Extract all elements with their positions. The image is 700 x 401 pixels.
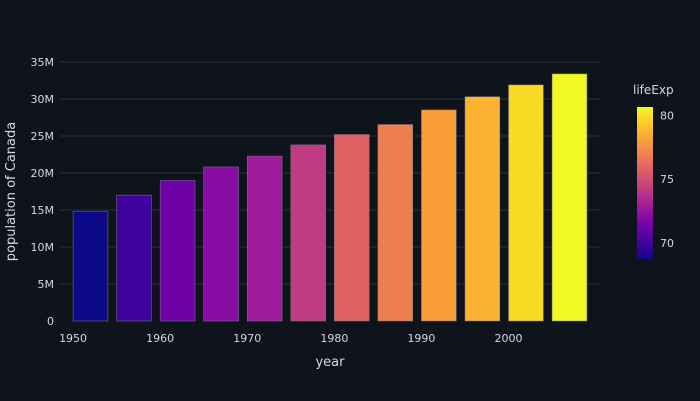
bar[interactable] bbox=[72, 211, 109, 322]
bar[interactable] bbox=[334, 134, 370, 322]
x-tick-label: 1980 bbox=[320, 332, 348, 345]
bar[interactable] bbox=[421, 109, 457, 322]
y-tick-label: 0 bbox=[47, 315, 54, 328]
x-tick-label: 1950 bbox=[59, 332, 87, 345]
colorbar-tick-label: 80 bbox=[660, 109, 674, 122]
y-tick-label: 30M bbox=[31, 93, 55, 106]
x-tick-label: 1960 bbox=[146, 332, 174, 345]
bar[interactable] bbox=[247, 155, 283, 322]
x-axis-ticks: 1950 1960 1970 1980 1990 2000 bbox=[59, 332, 522, 345]
y-tick-label: 10M bbox=[31, 241, 55, 254]
y-tick-label: 15M bbox=[31, 204, 55, 217]
bars bbox=[72, 73, 588, 322]
bar[interactable] bbox=[464, 96, 501, 322]
colorbar bbox=[637, 107, 653, 259]
colorbar-tick-label: 70 bbox=[660, 237, 674, 250]
bar[interactable] bbox=[116, 194, 152, 322]
bar[interactable] bbox=[159, 180, 196, 322]
y-tick-label: 35M bbox=[31, 56, 55, 69]
y-tick-label: 20M bbox=[31, 167, 55, 180]
x-axis-title: year bbox=[315, 355, 345, 370]
bar[interactable] bbox=[377, 124, 413, 322]
x-tick-label: 1990 bbox=[407, 332, 435, 345]
y-tick-label: 5M bbox=[38, 278, 55, 291]
y-tick-label: 25M bbox=[31, 130, 55, 143]
colorbar-ticks: 70 75 80 bbox=[660, 109, 674, 250]
colorbar-title: lifeExp bbox=[633, 83, 674, 97]
bar[interactable] bbox=[290, 144, 326, 322]
bar[interactable] bbox=[203, 166, 239, 322]
x-tick-label: 2000 bbox=[495, 332, 523, 345]
colorbar-tick-label: 75 bbox=[660, 173, 674, 186]
bar[interactable] bbox=[508, 84, 544, 322]
bar[interactable] bbox=[551, 73, 588, 322]
y-axis-title: population of Canada bbox=[4, 122, 19, 261]
x-tick-label: 1970 bbox=[233, 332, 261, 345]
y-axis-ticks: 0 5M 10M 15M 20M 25M 30M 35M bbox=[31, 56, 55, 328]
